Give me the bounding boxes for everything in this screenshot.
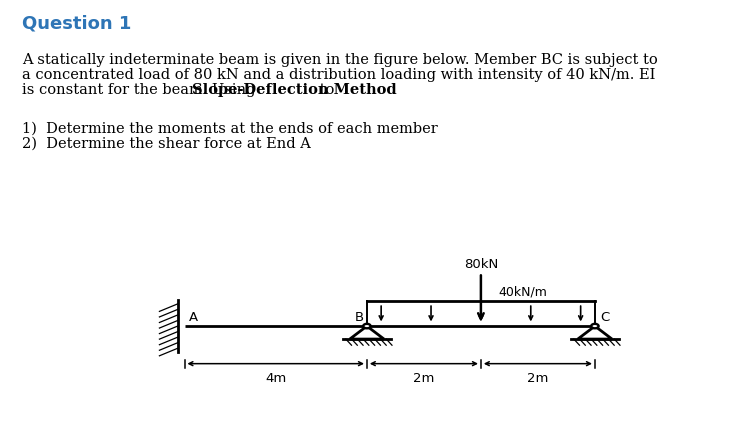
Text: B: B (355, 310, 364, 323)
Text: 2)  Determine the shear force at End A: 2) Determine the shear force at End A (22, 136, 311, 150)
Text: is constant for the beam. Using: is constant for the beam. Using (22, 83, 261, 97)
Text: A: A (189, 310, 198, 323)
Text: to: to (315, 83, 334, 97)
Text: Slope-Deflection Method: Slope-Deflection Method (192, 83, 396, 97)
Text: 4m: 4m (265, 371, 286, 384)
Text: 1)  Determine the moments at the ends of each member: 1) Determine the moments at the ends of … (22, 121, 438, 135)
Text: 2m: 2m (413, 371, 434, 384)
Text: 40kN/m: 40kN/m (498, 285, 547, 298)
Circle shape (591, 324, 598, 328)
Text: Question 1: Question 1 (22, 15, 132, 33)
Text: a concentrated load of 80 kN and a distribution loading with intensity of 40 kN/: a concentrated load of 80 kN and a distr… (22, 68, 656, 82)
Text: C: C (601, 310, 610, 323)
Text: 2m: 2m (527, 371, 548, 384)
Text: A statically indeterminate beam is given in the figure below. Member BC is subje: A statically indeterminate beam is given… (22, 53, 658, 67)
Text: 80kN: 80kN (464, 257, 498, 270)
Circle shape (363, 324, 370, 328)
